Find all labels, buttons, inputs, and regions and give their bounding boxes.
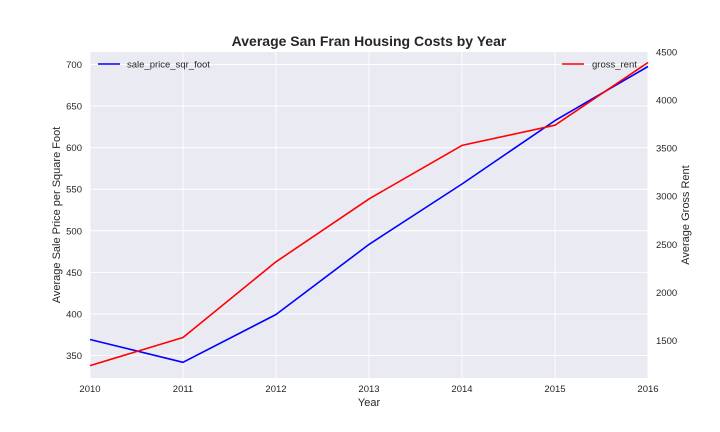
legend-label: sale_price_sqr_foot <box>127 60 210 71</box>
left-y-tick-label: 350 <box>66 351 82 362</box>
legends: sale_price_sqr_foot gross_rent <box>98 60 637 71</box>
left-y-tick-label: 700 <box>66 60 82 71</box>
legend-gross-rent: gross_rent <box>562 60 637 71</box>
x-tick-label: 2013 <box>358 384 379 395</box>
left-y-tick-label: 600 <box>66 143 82 154</box>
left-y-tick-label: 550 <box>66 185 82 196</box>
right-y-tick-label: 3000 <box>656 192 677 203</box>
legend-sale-price-sqr-foot: sale_price_sqr_foot <box>98 60 210 71</box>
left-y-tick-label: 400 <box>66 309 82 320</box>
tick-labels: 2010 2011 2012 2013 2014 2015 2016 350 400 450 500… <box>66 48 677 396</box>
x-tick-label: 2014 <box>451 384 472 395</box>
right-y-tick-label: 2500 <box>656 240 677 251</box>
x-tick-label: 2015 <box>544 384 565 395</box>
right-y-tick-label: 4000 <box>656 96 677 107</box>
left-y-tick-label: 500 <box>66 226 82 237</box>
x-tick-label: 2012 <box>265 384 286 395</box>
right-y-axis-label: Average Gross Rent <box>680 165 692 264</box>
x-tick-label: 2016 <box>637 384 658 395</box>
left-y-tick-label: 650 <box>66 102 82 113</box>
right-y-tick-label: 3500 <box>656 144 677 155</box>
x-tick-label: 2010 <box>79 384 100 395</box>
right-y-tick-label: 4500 <box>656 48 677 59</box>
x-tick-label: 2011 <box>173 384 193 395</box>
right-y-tick-label: 1500 <box>656 336 677 347</box>
left-y-axis-label: Average Sale Price per Square Foot <box>51 127 63 304</box>
right-y-tick-label: 2000 <box>656 288 677 299</box>
chart-title: Average San Fran Housing Costs by Year <box>232 33 507 49</box>
legend-label: gross_rent <box>592 60 637 71</box>
grid <box>89 52 649 378</box>
left-y-tick-label: 450 <box>66 268 82 279</box>
series-lines <box>89 61 649 367</box>
x-axis-label: Year <box>358 397 381 409</box>
